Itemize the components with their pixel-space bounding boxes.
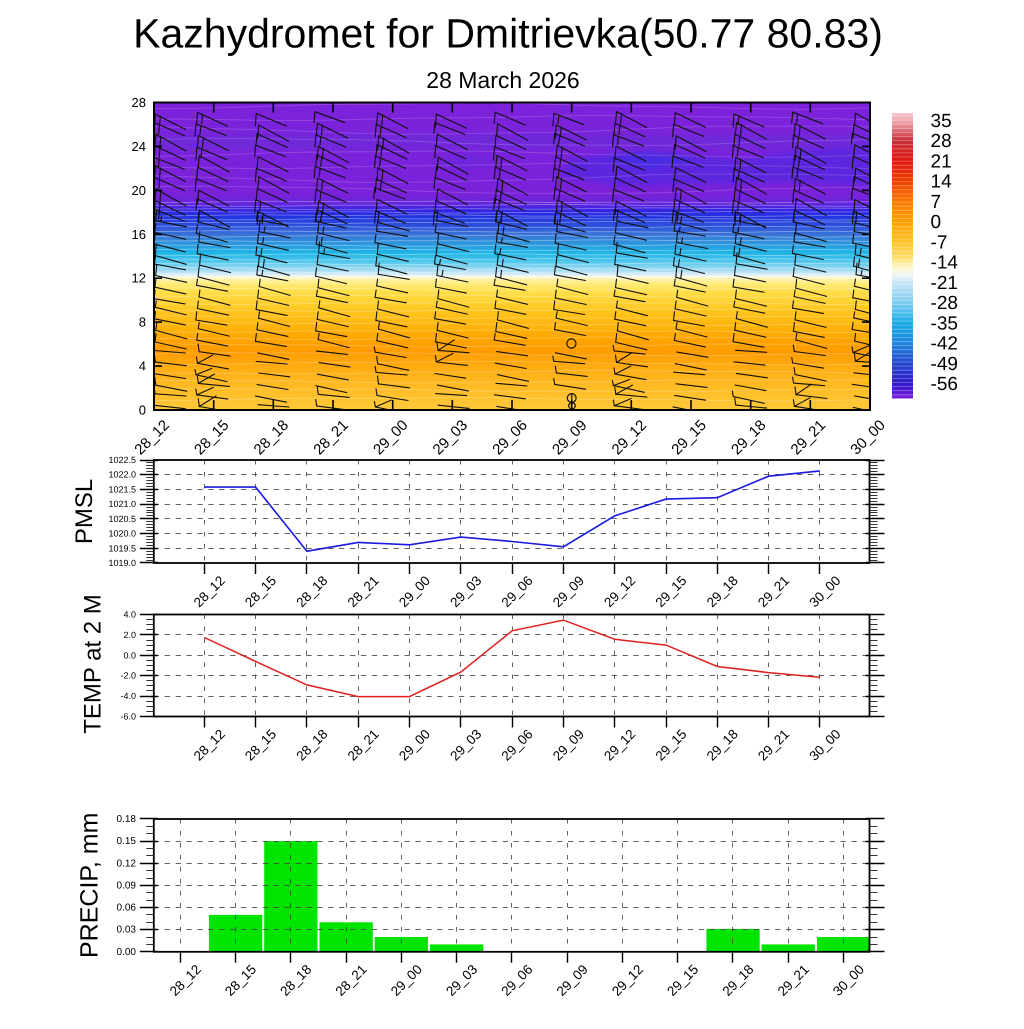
svg-text:-21: -21	[931, 273, 958, 294]
svg-text:35: 35	[931, 111, 952, 132]
svg-text:-42: -42	[931, 334, 958, 355]
svg-text:1022.5: 1022.5	[108, 455, 136, 465]
svg-text:28: 28	[132, 95, 146, 110]
svg-text:28: 28	[931, 131, 952, 152]
svg-text:-49: -49	[931, 354, 958, 375]
svg-text:0: 0	[139, 403, 146, 418]
svg-text:1021.0: 1021.0	[108, 499, 136, 509]
svg-text:4.0: 4.0	[123, 610, 136, 620]
svg-text:4: 4	[139, 359, 146, 374]
svg-text:1020.0: 1020.0	[108, 529, 136, 539]
svg-text:-28: -28	[931, 293, 958, 314]
svg-text:16: 16	[132, 227, 146, 242]
svg-text:0.12: 0.12	[117, 858, 137, 869]
svg-text:28 March 2026: 28 March 2026	[426, 67, 579, 93]
svg-text:0: 0	[931, 212, 942, 233]
svg-text:-6.0: -6.0	[120, 712, 136, 722]
svg-text:14: 14	[931, 172, 953, 193]
svg-text:0.09: 0.09	[117, 880, 137, 891]
svg-text:-56: -56	[931, 374, 958, 395]
svg-text:0.00: 0.00	[117, 947, 137, 958]
svg-text:0.03: 0.03	[117, 925, 137, 936]
svg-text:7: 7	[931, 192, 942, 213]
svg-text:1021.5: 1021.5	[108, 484, 136, 494]
svg-text:TEMP at 2 M: TEMP at 2 M	[80, 594, 107, 734]
svg-text:1019.5: 1019.5	[108, 543, 136, 553]
svg-text:2.0: 2.0	[123, 630, 136, 640]
svg-text:-2.0: -2.0	[120, 671, 136, 681]
svg-text:-7: -7	[931, 232, 948, 253]
svg-text:0.0: 0.0	[123, 650, 136, 660]
svg-text:-4.0: -4.0	[120, 691, 136, 701]
svg-text:0.06: 0.06	[117, 903, 137, 914]
svg-text:24: 24	[132, 139, 146, 154]
svg-text:12: 12	[132, 271, 146, 286]
svg-text:-35: -35	[931, 313, 958, 334]
svg-text:Kazhydromet for Dmitrievka(50.: Kazhydromet for Dmitrievka(50.77 80.83)	[133, 11, 883, 57]
svg-text:21: 21	[931, 151, 952, 172]
svg-text:0.15: 0.15	[117, 836, 137, 847]
svg-text:PMSL: PMSL	[71, 479, 98, 544]
svg-text:-14: -14	[931, 253, 959, 274]
svg-text:20: 20	[132, 183, 146, 198]
svg-text:8: 8	[139, 315, 146, 330]
svg-text:PRECIP, mm: PRECIP, mm	[76, 813, 104, 958]
svg-text:1019.0: 1019.0	[108, 558, 136, 568]
svg-text:1022.0: 1022.0	[108, 470, 136, 480]
svg-text:0.18: 0.18	[117, 814, 137, 825]
svg-text:1020.5: 1020.5	[108, 514, 136, 524]
